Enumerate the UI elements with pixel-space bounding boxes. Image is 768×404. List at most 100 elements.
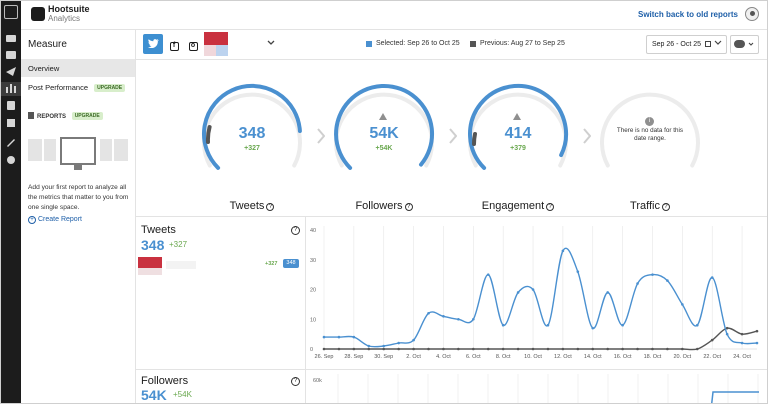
nav-item-label: Post Performance (28, 83, 89, 92)
gauge-delta: +379 (510, 145, 526, 152)
previous-series-point (576, 347, 580, 351)
x-tick-label: 16. Oct (614, 354, 632, 360)
summary-gauges: 348 +327 Tweets? 54K +54K Followers? (136, 60, 767, 217)
selected-series-point (666, 279, 669, 282)
previous-series-point (457, 347, 460, 351)
previous-series-point (516, 347, 520, 351)
x-tick-label: 12. Oct (554, 354, 572, 360)
facebook-icon[interactable]: f (164, 34, 184, 54)
previous-series-point (322, 347, 326, 351)
create-report-link[interactable]: + Create Report (28, 216, 82, 224)
gauge-engagement[interactable]: 414 +379 Engagement? (466, 82, 570, 212)
help-icon[interactable]: ? (291, 226, 300, 235)
gauge-followers[interactable]: 54K +54K Followers? (332, 82, 436, 212)
x-tick-label: 26. Sep (315, 354, 334, 360)
toolbar: f o Selected: Sep 26 to Oct 25 Previous:… (136, 30, 767, 60)
help-icon: ? (266, 203, 275, 211)
panel-title: Tweets (141, 224, 176, 236)
create-report-label: Create Report (38, 216, 82, 223)
previous-series-point (412, 347, 415, 351)
y-tick-label: 10 (310, 317, 316, 323)
selected-series-point (486, 273, 490, 276)
y-tick-label: 30 (310, 258, 316, 264)
switch-old-reports-link[interactable]: Switch back to old reports (637, 10, 738, 19)
gauge-ring (600, 92, 700, 168)
tweets-line-chart: 26. Sep 28. Sep 30. Sep 2. Oct 4. Oct 6. Oct 8… (310, 226, 759, 360)
warning-icon (513, 113, 521, 120)
x-tick-label: 2. Oct (406, 354, 421, 360)
selected-series-point (382, 344, 386, 348)
twitter-icon[interactable] (143, 34, 163, 54)
account-row-value: 348 (283, 259, 299, 268)
selected-series-point (412, 338, 415, 342)
export-button[interactable] (730, 35, 759, 54)
followers-series-line (711, 391, 759, 403)
selected-series-line (324, 247, 758, 348)
x-tick-label: 14. Oct (584, 354, 602, 360)
selected-series-point (442, 314, 445, 318)
selected-series-point (621, 323, 624, 327)
selected-series-point (337, 335, 341, 339)
brand[interactable]: Hootsuite Analytics (31, 5, 90, 23)
empty-reports-text: Add your first report to analyze all the… (28, 184, 129, 211)
previous-series-point (651, 347, 654, 351)
selected-series-point (755, 341, 759, 345)
nav-item-post-performance[interactable]: Post Performance UPGRADE (21, 78, 135, 96)
selected-series-point (501, 323, 505, 327)
selected-series-point (710, 276, 714, 279)
tweets-detail-panel: Tweets 348 +327 ? +327 348 26. Sep 28. Se… (136, 217, 767, 370)
x-tick-label: 30. Sep (374, 354, 393, 360)
reports-upgrade-badge[interactable]: UPGRADE (71, 112, 103, 120)
followers-detail-panel: Followers 54K +54K ? 60k (136, 370, 767, 403)
tweets-chart: 26. Sep 28. Sep 30. Sep 2. Oct 4. Oct 6. Oct 8… (307, 217, 767, 370)
x-tick-label: 6. Oct (466, 354, 481, 360)
gauge-ring (334, 83, 435, 170)
nav-item-overview[interactable]: Overview (21, 59, 135, 77)
chevron-down-icon[interactable] (267, 39, 275, 48)
gauge-value: 348 (238, 125, 266, 142)
y-tick-label: 0 (310, 347, 313, 353)
previous-series-point (337, 347, 341, 351)
previous-series-point (591, 347, 595, 351)
selected-series-point (367, 344, 371, 348)
previous-series-point (442, 347, 445, 351)
x-tick-label: 8. Oct (496, 354, 511, 360)
help-icon: ? (404, 203, 413, 211)
selected-series-point (322, 335, 326, 339)
gauge-value: 414 (504, 125, 532, 142)
selected-series-point (681, 303, 684, 306)
side-nav: Measure Overview Post Performance UPGRAD… (21, 30, 136, 403)
hootsuite-logo-icon[interactable] (4, 5, 18, 19)
rail-icons (1, 35, 21, 164)
gauge-tweets[interactable]: 348 +327 Tweets? (200, 82, 304, 212)
previous-series-point (382, 347, 386, 351)
panel-delta: +54K (173, 390, 192, 399)
previous-series-point (561, 347, 565, 351)
gauge-label: Traffic? (598, 200, 702, 212)
instagram-icon[interactable]: o (183, 34, 203, 54)
x-tick-label: 24. Oct (733, 354, 751, 360)
owl-logo-icon (31, 7, 45, 21)
account-thumbnail[interactable] (204, 32, 228, 56)
top-header: Hootsuite Analytics Switch back to old r… (21, 1, 767, 30)
gauge-traffic[interactable]: i There is no data for this date range. … (598, 82, 702, 212)
selected-series-point (561, 249, 565, 253)
date-range-select[interactable]: Sep 26 - Oct 25 (646, 35, 727, 54)
selected-series-point (576, 270, 580, 273)
help-icon[interactable]: ? (291, 377, 300, 386)
analytics-icon (6, 84, 16, 93)
x-tick-label: 20. Oct (673, 354, 691, 360)
nav-item-label: Overview (28, 64, 60, 73)
icon-rail (1, 1, 21, 403)
x-tick-label: 10. Oct (524, 354, 542, 360)
chevron-right-icon (449, 128, 457, 144)
selected-series-point (725, 332, 729, 336)
upgrade-badge[interactable]: UPGRADE (94, 84, 126, 92)
gauge-ring (202, 83, 302, 170)
previous-series-point (427, 347, 430, 351)
avatar[interactable] (745, 7, 759, 21)
no-data-message: There is no data for this date range. (616, 127, 684, 142)
previous-series-point (695, 347, 699, 351)
gauge-ring (468, 83, 569, 170)
